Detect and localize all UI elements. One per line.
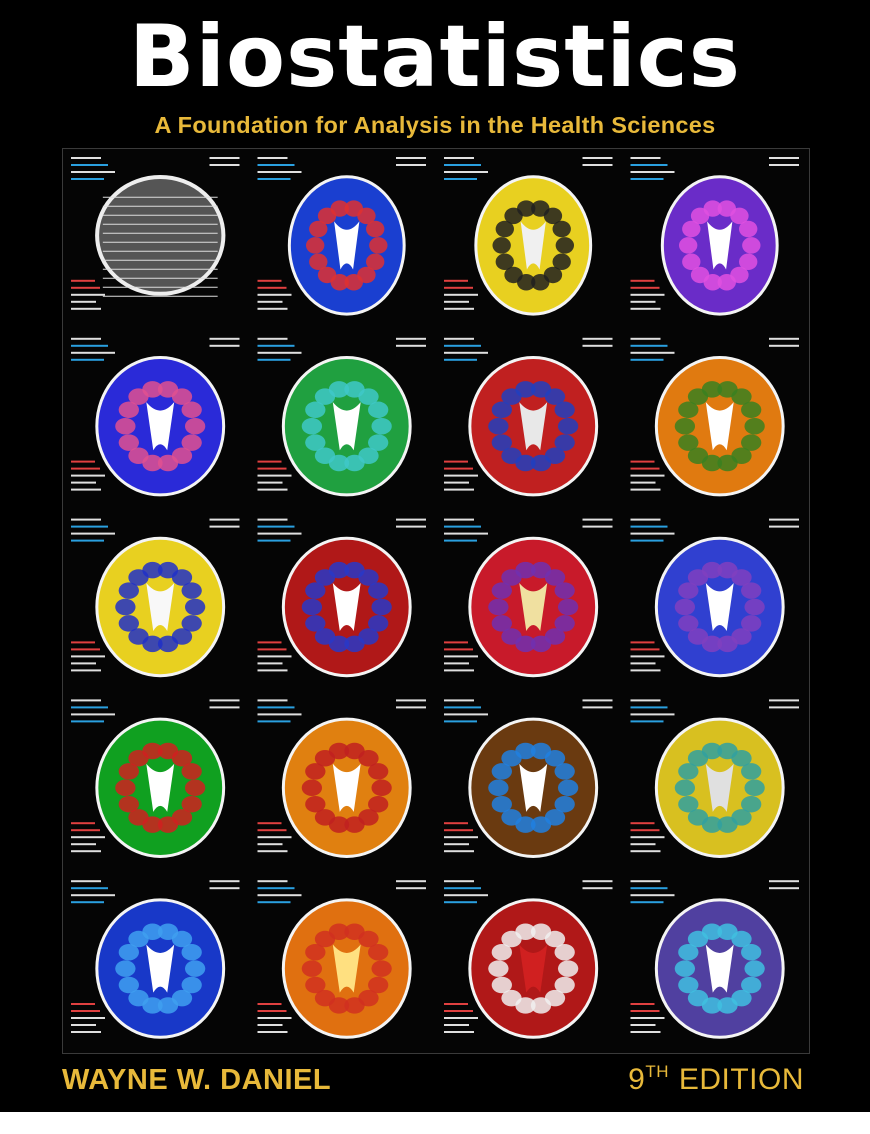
mri-slice <box>444 518 613 678</box>
book-subtitle: A Foundation for Analysis in the Health … <box>154 112 716 138</box>
brain-mri-scan-grid-icon <box>71 157 799 1039</box>
mri-slice <box>630 157 799 316</box>
mri-slice <box>257 518 426 678</box>
edition-word: EDITION <box>678 1063 804 1096</box>
mri-slice <box>630 518 799 678</box>
mri-slice <box>444 337 613 497</box>
mri-slice <box>257 699 426 859</box>
mri-slice <box>444 880 613 1039</box>
edition-number: 9 <box>628 1063 646 1096</box>
mri-slice <box>71 880 240 1039</box>
author-name: WAYNE W. DANIEL <box>62 1064 332 1096</box>
mri-slice <box>257 880 426 1039</box>
edition-suffix: TH <box>645 1062 669 1081</box>
mri-slice <box>257 157 426 316</box>
footer-strip <box>0 1112 870 1134</box>
mri-slice <box>630 337 799 497</box>
mri-slice <box>630 699 799 859</box>
mri-slice <box>257 337 426 497</box>
mri-slice <box>71 518 240 678</box>
mri-slice <box>444 157 613 316</box>
mri-scan-grid <box>62 148 810 1054</box>
book-title: Biostatistics <box>129 7 741 107</box>
mri-slice <box>71 699 240 859</box>
mri-slice <box>444 699 613 859</box>
edition-label: 9TH EDITION <box>628 1062 804 1097</box>
mri-slice <box>71 337 240 497</box>
mri-slice <box>71 157 240 310</box>
mri-slice <box>630 880 799 1039</box>
